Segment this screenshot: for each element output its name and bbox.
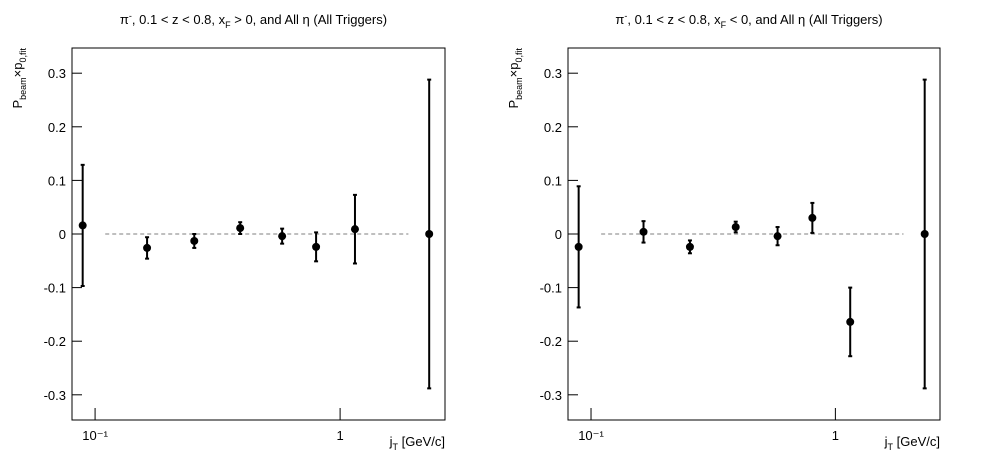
text-part: F bbox=[721, 20, 727, 30]
text-part: , 0.1 < z < 0.8, x bbox=[627, 12, 721, 27]
text-part: ×p bbox=[506, 63, 521, 78]
data-point bbox=[312, 242, 321, 251]
text-part: π bbox=[120, 12, 129, 27]
y-tick-label: 0 bbox=[555, 227, 562, 242]
data-point bbox=[685, 242, 694, 251]
x-tick-label: 1 bbox=[336, 428, 343, 443]
chart-title: π-, 0.1 < z < 0.8, xF < 0, and All η (Al… bbox=[615, 11, 882, 30]
x-axis-label: jT [GeV/c] bbox=[389, 434, 445, 452]
y-tick-label: -0.2 bbox=[44, 334, 66, 349]
x-axis-label: jT [GeV/c] bbox=[884, 434, 940, 452]
text-part: T bbox=[393, 442, 399, 452]
data-point bbox=[143, 243, 152, 252]
text-part: π bbox=[615, 12, 624, 27]
data-point bbox=[731, 223, 740, 232]
text-part: - bbox=[624, 11, 627, 21]
y-axis-label: Pbeam×p0,fit bbox=[506, 48, 524, 109]
y-tick-label: -0.3 bbox=[44, 388, 66, 403]
text-part: beam bbox=[514, 77, 524, 100]
data-point bbox=[350, 225, 359, 234]
y-tick-label: -0.1 bbox=[540, 281, 562, 296]
y-tick-label: 0.2 bbox=[48, 120, 66, 135]
y-tick-label: 0 bbox=[59, 227, 66, 242]
text-part: T bbox=[888, 442, 894, 452]
text-part: - bbox=[129, 11, 132, 21]
y-tick-label: 0.2 bbox=[544, 120, 562, 135]
data-point bbox=[278, 232, 287, 241]
data-point bbox=[574, 242, 583, 251]
text-part: , 0.1 < z < 0.8, x bbox=[132, 12, 226, 27]
y-tick-label: 0.3 bbox=[48, 66, 66, 81]
text-part: beam bbox=[18, 77, 28, 100]
y-tick-label: 0.3 bbox=[544, 66, 562, 81]
y-tick-label: -0.1 bbox=[44, 281, 66, 296]
data-point bbox=[773, 232, 782, 241]
y-tick-label: -0.2 bbox=[540, 334, 562, 349]
text-part: j bbox=[884, 434, 888, 449]
data-point bbox=[190, 236, 199, 245]
data-point bbox=[78, 221, 87, 230]
data-point bbox=[808, 213, 817, 222]
text-part: P bbox=[10, 100, 25, 109]
data-point bbox=[639, 227, 648, 236]
x-tick-label: 10⁻¹ bbox=[578, 428, 604, 443]
data-point bbox=[425, 230, 434, 238]
y-tick-label: 0.1 bbox=[48, 173, 66, 188]
data-point bbox=[236, 224, 245, 233]
text-part: < 0, and All η (All Triggers) bbox=[726, 12, 882, 27]
data-point bbox=[846, 317, 855, 326]
data-point bbox=[920, 230, 929, 238]
text-part: 0,fit bbox=[514, 48, 524, 63]
y-tick-label: 0.1 bbox=[544, 173, 562, 188]
y-axis-label: Pbeam×p0,fit bbox=[10, 48, 28, 109]
text-part: [GeV/c] bbox=[893, 434, 940, 449]
y-tick-label: -0.3 bbox=[540, 388, 562, 403]
text-part: ×p bbox=[10, 63, 25, 78]
text-part: F bbox=[225, 20, 231, 30]
chart-title: π-, 0.1 < z < 0.8, xF > 0, and All η (Al… bbox=[120, 11, 387, 30]
text-part: 0,fit bbox=[18, 48, 28, 63]
x-tick-label: 1 bbox=[832, 428, 839, 443]
text-part: > 0, and All η (All Triggers) bbox=[231, 12, 387, 27]
x-tick-label: 10⁻¹ bbox=[82, 428, 108, 443]
text-part: [GeV/c] bbox=[398, 434, 445, 449]
text-part: j bbox=[389, 434, 393, 449]
text-part: P bbox=[506, 100, 521, 109]
